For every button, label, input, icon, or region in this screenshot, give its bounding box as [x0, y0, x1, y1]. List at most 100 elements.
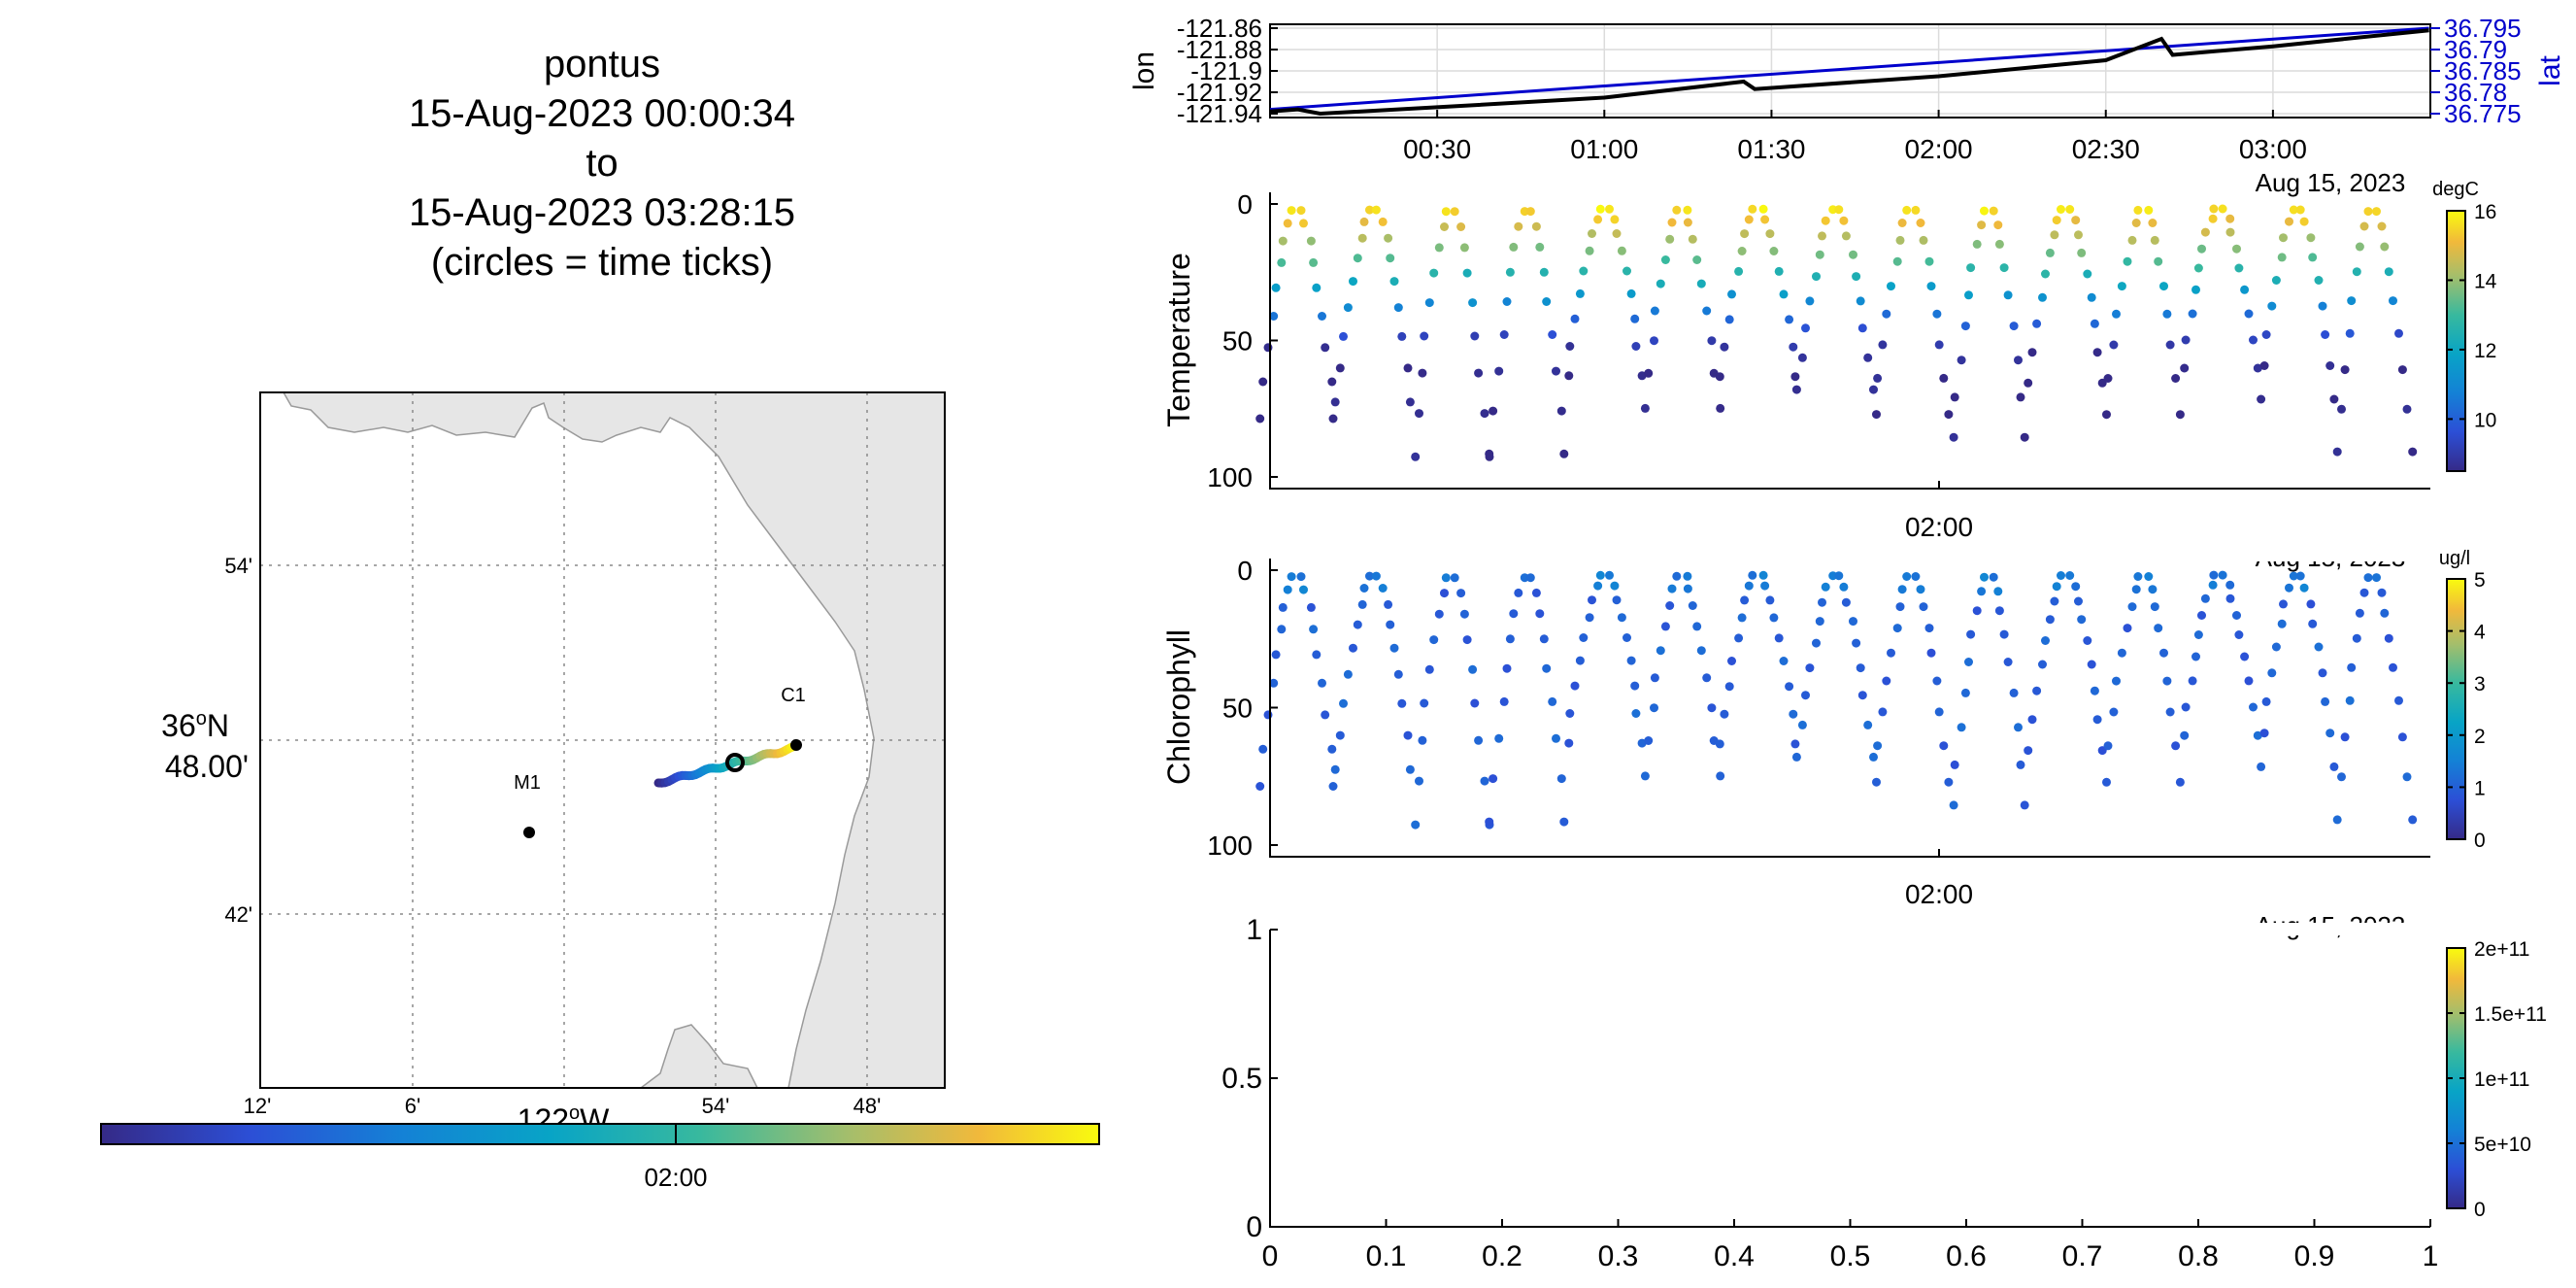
chlorophyll-point — [1872, 777, 1881, 787]
chlorophyll-point — [1485, 817, 1494, 827]
temperature-point — [1650, 336, 1658, 346]
chlorophyll-point — [1702, 673, 1712, 683]
lon-axis-label: lon — [1128, 51, 1160, 90]
lat-series-line — [1269, 26, 2429, 112]
temperature-point — [1531, 221, 1541, 231]
temperature-point — [1605, 204, 1614, 214]
chlorophyll-point — [1258, 744, 1268, 754]
chlorophyll-point — [1878, 707, 1888, 717]
temperature-point — [1791, 385, 1801, 394]
temperature-point — [2003, 290, 2013, 300]
chlorophyll-point — [1623, 633, 1631, 642]
chlorophyll-point — [1849, 617, 1857, 627]
lonlat-date-label: Aug 15, 2023 — [2256, 168, 2406, 197]
temperature-point — [1424, 298, 1434, 308]
temperature-point — [1287, 206, 1296, 216]
temperature-point — [1312, 283, 1321, 292]
temperature-point — [1872, 410, 1881, 420]
temperature-point — [1727, 289, 1736, 299]
map-lat-tick-54: 54' — [224, 554, 252, 578]
temperature-point — [1702, 306, 1712, 316]
temperature-point — [2200, 227, 2210, 237]
temperature-point — [1999, 263, 2009, 273]
chlorophyll-point — [1339, 698, 1348, 708]
chlorophyll-point — [1758, 570, 1768, 580]
temperature-point — [2016, 392, 2025, 402]
lonlat-x-tick-label: 02:00 — [1905, 134, 1973, 164]
station-m1-label: M1 — [514, 772, 541, 794]
temperature-point — [1852, 272, 1861, 282]
temperature-point — [2191, 285, 2200, 294]
chlorophyll-point — [1944, 777, 1954, 787]
chlorophyll-point — [1565, 709, 1575, 718]
chlorophyll-point — [1415, 776, 1423, 786]
temperature-point — [1357, 233, 1367, 243]
map-lon-tick-6: 6' — [405, 1094, 420, 1118]
chlorophyll-point — [1821, 582, 1830, 592]
chlorophyll-point — [2165, 707, 2175, 717]
temperature-point — [1349, 277, 1357, 287]
temperature-point — [1834, 205, 1844, 215]
empty-panel-colorbar-tick-label: 1e+11 — [2474, 1068, 2529, 1091]
chlorophyll-point — [1494, 733, 1504, 743]
chlorophyll-colorbar-tick-label: 4 — [2474, 622, 2486, 644]
chlorophyll-point — [1462, 635, 1472, 645]
temperature-point — [2133, 205, 2143, 215]
chlorophyll-point — [1966, 629, 1976, 639]
temperature-point — [2045, 248, 2055, 257]
chlorophyll-point — [2180, 730, 2190, 740]
temperature-point — [1296, 206, 1306, 216]
temperature-point — [2077, 248, 2087, 257]
chlorophyll-point — [1278, 602, 1288, 612]
lonlat-grid — [1270, 24, 2430, 118]
svg-text:48.00': 48.00' — [165, 749, 249, 784]
temperature-point — [2285, 217, 2293, 226]
chlorophyll-point — [1617, 613, 1626, 623]
chlorophyll-colorbar-tick-label: 3 — [2474, 673, 2486, 695]
temperature-point — [1839, 216, 1849, 225]
chlorophyll-point — [1429, 635, 1439, 645]
chlorophyll-point — [2144, 572, 2154, 581]
temperature-point — [1434, 243, 1444, 253]
lonlat-x-tick-label: 01:00 — [1570, 134, 1638, 164]
temperature-point — [1420, 331, 1429, 341]
chlorophyll-point — [2402, 772, 2412, 782]
temperature-point — [1343, 303, 1353, 313]
empty-x-tick-label: 0.6 — [1946, 1240, 1987, 1272]
chlorophyll-point — [1296, 572, 1306, 582]
chlorophyll-point — [1397, 698, 1407, 708]
chlorophyll-point — [2257, 762, 2266, 771]
chlorophyll-colorbar-tick-label: 0 — [2474, 830, 2486, 852]
temperature-point — [2092, 348, 2102, 357]
temperature-point — [2377, 221, 2387, 231]
chlorophyll-point — [1418, 735, 1427, 745]
temperature-point — [1950, 392, 1959, 402]
chlorophyll-point — [2102, 777, 2111, 787]
temperature-point — [1283, 219, 1292, 228]
temperature-point — [1255, 414, 1265, 424]
chlorophyll-axes-frame — [1269, 559, 2430, 858]
chlorophyll-point — [1683, 571, 1692, 581]
chlorophyll-y-tick-label: 0 — [1237, 556, 1253, 586]
temperature-point — [1626, 288, 1636, 298]
chlorophyll-point — [1650, 703, 1658, 713]
temperature-point — [1539, 267, 1549, 277]
chlorophyll-point — [1716, 771, 1725, 781]
chlorophyll-point — [1535, 609, 1545, 619]
chlorophyll-point — [2003, 658, 2013, 666]
temperature-point — [1724, 315, 1734, 324]
temperature-point — [1650, 306, 1659, 316]
chlorophyll-point — [2193, 630, 2203, 639]
chlorophyll-point — [2340, 732, 2350, 742]
temperature-axis-label: Temperature — [1161, 253, 1196, 427]
map-lat-center-label: 36oN 48.00' — [161, 708, 249, 784]
title-line-5: (circles = time ticks) — [431, 241, 773, 284]
temperature-colorbar-tick-label: 10 — [2474, 409, 2496, 431]
temperature-point — [1949, 432, 1958, 442]
temperature-point — [2277, 253, 2287, 262]
chlorophyll-point — [2377, 588, 2387, 597]
temperature-point — [1841, 231, 1851, 241]
chlorophyll-point — [1857, 691, 1867, 700]
chlorophyll-point — [2027, 715, 2037, 725]
map-panel: M1 C1 54' 42' 36oN 48.00' 12' 6' 54' 48'… — [100, 391, 1100, 1192]
